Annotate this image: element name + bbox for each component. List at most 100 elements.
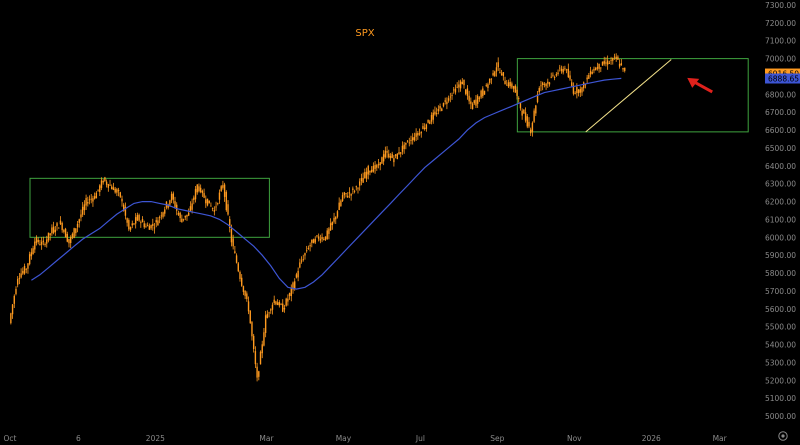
candle-body bbox=[374, 164, 376, 169]
candle-body bbox=[252, 335, 255, 350]
candle-body bbox=[618, 63, 621, 67]
candle-body bbox=[447, 98, 450, 101]
candle-body bbox=[150, 225, 152, 229]
candle-body bbox=[28, 254, 31, 265]
candle-body bbox=[531, 122, 534, 132]
candle-body bbox=[466, 88, 469, 96]
candle-body bbox=[191, 203, 193, 210]
candle-body bbox=[606, 60, 609, 65]
candle-body bbox=[263, 332, 265, 346]
candle-body bbox=[273, 299, 275, 304]
candle-body bbox=[415, 133, 417, 137]
candle-body bbox=[304, 253, 306, 256]
candle-body bbox=[417, 133, 419, 136]
candle-body bbox=[46, 239, 48, 244]
y-tick-label: 6600.00 bbox=[765, 126, 796, 135]
candle-body bbox=[482, 88, 484, 97]
candle-body bbox=[591, 72, 593, 74]
candle-body bbox=[278, 302, 281, 306]
candle-body bbox=[473, 100, 475, 104]
y-tick-label: 7200.00 bbox=[765, 19, 796, 28]
candle-body bbox=[10, 313, 12, 324]
candle-body bbox=[133, 223, 135, 225]
candle-body bbox=[152, 223, 154, 226]
candle-body bbox=[232, 238, 234, 247]
candle-body bbox=[211, 207, 214, 209]
x-axis[interactable]: Oct 6 2025 Mar May Jul Sep Nov 2026 Mar bbox=[4, 434, 728, 443]
candle-body bbox=[134, 217, 137, 224]
candle-body bbox=[97, 189, 99, 191]
candle-body bbox=[235, 255, 238, 263]
candle-body bbox=[307, 247, 310, 249]
arrow-layer bbox=[687, 77, 713, 94]
y-tick-label: 5000.00 bbox=[765, 412, 796, 421]
candle-body bbox=[208, 200, 210, 204]
candle-body bbox=[280, 304, 282, 305]
candle-body bbox=[251, 322, 253, 337]
candle-body bbox=[64, 228, 67, 238]
candle-body bbox=[439, 106, 441, 109]
candle-body bbox=[512, 86, 515, 89]
candle-body bbox=[20, 273, 22, 278]
candle-body bbox=[492, 73, 494, 76]
candle-body bbox=[242, 286, 245, 292]
candle-body bbox=[246, 293, 248, 300]
x-tick-label: Jul bbox=[415, 434, 425, 443]
y-tick-label: 6200.00 bbox=[765, 198, 796, 207]
candle-body bbox=[617, 56, 619, 60]
candle-body bbox=[423, 127, 426, 130]
candle-body bbox=[331, 221, 334, 226]
price-tag-label: 6888.65 bbox=[768, 75, 799, 84]
y-tick-label: 6500.00 bbox=[765, 144, 796, 153]
y-tick-label: 7000.00 bbox=[765, 55, 796, 64]
settings-gear-icon[interactable] bbox=[778, 431, 788, 441]
candle-body bbox=[420, 132, 422, 134]
candle-body bbox=[418, 133, 421, 135]
candle-body bbox=[124, 206, 127, 216]
candle-body bbox=[239, 271, 241, 279]
candle-body bbox=[488, 78, 491, 83]
candle-body bbox=[584, 84, 587, 86]
range-box bbox=[516, 58, 749, 133]
candle-body bbox=[229, 219, 231, 228]
candle-body bbox=[259, 351, 262, 365]
candle-body bbox=[370, 169, 373, 173]
candle-body bbox=[47, 232, 50, 241]
candle-body bbox=[401, 145, 404, 152]
candle-body bbox=[187, 212, 190, 216]
candle-body bbox=[167, 204, 169, 208]
y-tick-label: 5900.00 bbox=[765, 251, 796, 260]
candle-body bbox=[177, 212, 180, 215]
candle-body bbox=[552, 74, 554, 76]
candle-body bbox=[44, 244, 46, 245]
candle-body bbox=[511, 83, 513, 88]
candle-body bbox=[66, 233, 68, 242]
trendline bbox=[585, 59, 672, 133]
candle-body bbox=[494, 71, 496, 77]
candle-body bbox=[608, 62, 611, 64]
candle-body bbox=[172, 193, 175, 200]
candle-body bbox=[198, 186, 200, 192]
candle-body bbox=[465, 89, 467, 94]
candle-body bbox=[548, 82, 551, 85]
candle-body bbox=[145, 226, 147, 228]
candle-body bbox=[391, 153, 393, 158]
candle-body bbox=[347, 195, 349, 198]
candle-body bbox=[52, 226, 55, 233]
candle-body bbox=[16, 279, 19, 285]
arrow-head bbox=[687, 77, 700, 88]
candle-body bbox=[381, 157, 383, 164]
y-axis[interactable]: 5000.00 5100.00 5200.00 5300.00 5400.00 5500.… bbox=[765, 1, 796, 421]
x-tick-label: Mar bbox=[713, 434, 728, 443]
candle-body bbox=[463, 79, 465, 86]
candle-body bbox=[449, 96, 452, 98]
x-tick-label: Sep bbox=[490, 434, 504, 443]
candle-body bbox=[543, 84, 546, 85]
candle-body bbox=[524, 112, 527, 121]
candle-body bbox=[594, 68, 597, 71]
candle-body bbox=[71, 233, 74, 238]
candle-body bbox=[526, 116, 528, 127]
candle-body bbox=[519, 102, 522, 109]
